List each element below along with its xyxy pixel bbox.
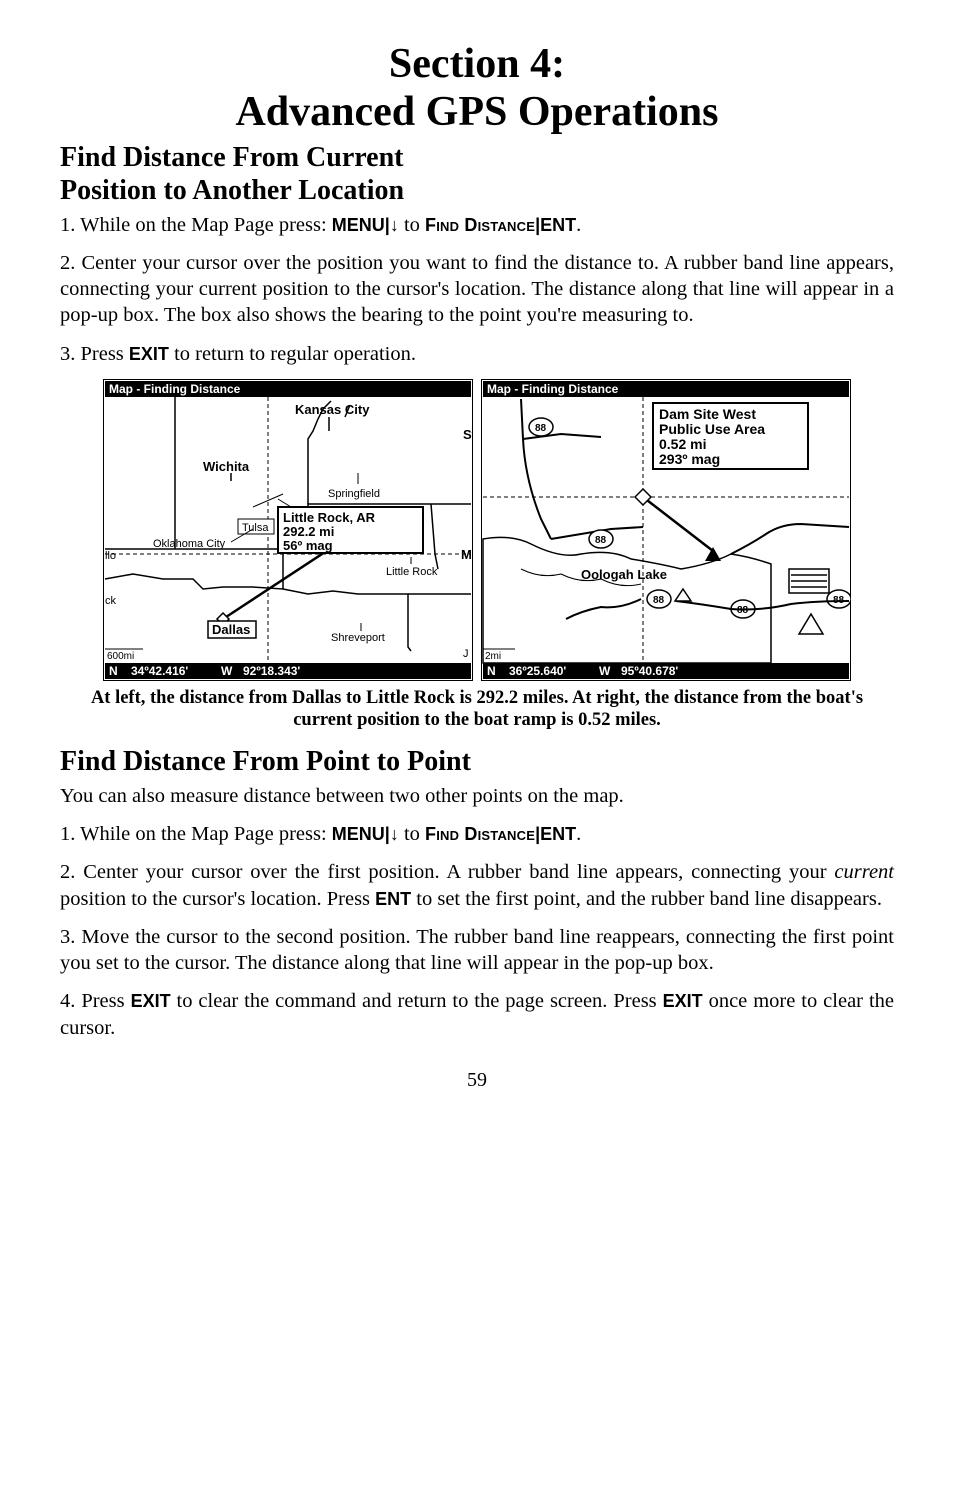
step-b4-pre: 4. Press — [60, 990, 131, 1012]
fig1-wichita: Wichita — [203, 459, 250, 474]
period: . — [576, 823, 581, 845]
fig1-tulsa: Tulsa — [242, 522, 269, 534]
title-line-1: Section 4: — [389, 41, 565, 87]
route-88: 88 — [535, 423, 547, 434]
fig1-lon: 92º18.343' — [243, 664, 300, 678]
fig2-lon-w: W — [599, 664, 611, 678]
h2a-l1: Find Distance From Current — [60, 142, 404, 173]
fig2-lake: Oologah Lake — [581, 567, 667, 582]
fig1-ck: ck — [105, 595, 117, 607]
menu-item-find-distance: Find Distance — [425, 215, 535, 235]
fig1-dallas: Dallas — [212, 622, 250, 637]
h2a-l2: Position to Another Location — [60, 175, 404, 206]
step-a3: 3. Press EXIT to return to regular opera… — [60, 341, 894, 367]
title-line-2: Advanced GPS Operations — [235, 89, 718, 135]
fig1-kansas: Kansas City — [295, 402, 370, 417]
fig1-littlerock: Little Rock — [386, 566, 438, 578]
route-88: 88 — [595, 535, 607, 546]
fig1-popup-l2: 292.2 mi — [283, 524, 334, 539]
route-88: 88 — [653, 595, 665, 606]
step-b4-mid: to clear the command and return to the p… — [171, 990, 663, 1012]
kbd-exit: EXIT — [131, 991, 171, 1011]
down-arrow-icon: ↓ — [390, 215, 399, 235]
step-b4: 4. Press EXIT to clear the command and r… — [60, 988, 894, 1040]
fig2-scale: 2mi — [485, 651, 501, 662]
step-b2-mid: position to the cursor's location. Press — [60, 888, 375, 910]
fig2-lat-n: N — [487, 664, 496, 678]
fig1-popup-l3: 56º mag — [283, 538, 333, 553]
fig1-st: St — [463, 427, 473, 442]
figures-row: Map - Finding Distance N 34º42.416' W 92… — [60, 379, 894, 681]
figure-map-dallas: Map - Finding Distance N 34º42.416' W 92… — [103, 379, 473, 681]
down-arrow-icon: ↓ — [390, 824, 399, 844]
section-title: Section 4: Advanced GPS Operations — [60, 40, 894, 137]
kbd-ent: ENT — [540, 824, 576, 844]
step-a1-pre: 1. While on the Map Page press: — [60, 214, 332, 236]
fig1-springfield: Springfield — [328, 488, 380, 500]
fig2-popup-l2: Public Use Area — [659, 421, 765, 437]
step-a1: 1. While on the Map Page press: MENU|↓ t… — [60, 212, 894, 238]
step-a2: 2. Center your cursor over the position … — [60, 250, 894, 329]
fig2-popup-l1: Dam Site West — [659, 406, 756, 422]
heading-find-distance-point: Find Distance From Point to Point — [60, 745, 894, 779]
step-b1-pre: 1. While on the Map Page press: — [60, 823, 332, 845]
step-a3-pre: 3. Press — [60, 343, 129, 365]
fig2-lon: 95º40.678' — [621, 664, 678, 678]
fig1-m: M — [461, 547, 472, 562]
fig1-popup-l1: Little Rock, AR — [283, 510, 376, 525]
fig2-popup-l3: 0.52 mi — [659, 436, 706, 452]
fig2-titlebar: Map - Finding Distance — [487, 382, 619, 396]
step-b1: 1. While on the Map Page press: MENU|↓ t… — [60, 821, 894, 847]
fig1-j: J — [463, 648, 469, 660]
fig1-titlebar: Map - Finding Distance — [109, 382, 241, 396]
fig1-lat: 34º42.416' — [131, 664, 188, 678]
step-a3-post: to return to regular operation. — [169, 343, 416, 365]
heading-find-distance-current: Find Distance From Current Position to A… — [60, 141, 894, 208]
to-word: to — [404, 214, 425, 236]
kbd-menu: MENU — [332, 824, 385, 844]
fig1-lat-n: N — [109, 664, 118, 678]
step-b2-post: to set the first point, and the rubber b… — [411, 888, 882, 910]
fig1-llo: llo — [105, 550, 116, 562]
figure-map-boat: Map - Finding Distance N 36º25.640' W 95… — [481, 379, 851, 681]
kbd-exit: EXIT — [129, 344, 169, 364]
menu-item-find-distance: Find Distance — [425, 824, 535, 844]
page-number: 59 — [60, 1069, 894, 1092]
step-b3: 3. Move the cursor to the second positio… — [60, 924, 894, 976]
to-word: to — [404, 823, 425, 845]
step-b2: 2. Center your cursor over the first pos… — [60, 859, 894, 911]
fig1-okc: Oklahoma City — [153, 538, 226, 550]
figure-caption: At left, the distance from Dallas to Lit… — [60, 687, 894, 731]
kbd-exit: EXIT — [663, 991, 703, 1011]
fig1-shreveport: Shreveport — [331, 632, 385, 644]
fig1-scale: 600mi — [107, 651, 134, 662]
kbd-menu: MENU — [332, 215, 385, 235]
fig1-lon-w: W — [221, 664, 233, 678]
current-italic: current — [834, 861, 894, 883]
route-88: 88 — [737, 605, 749, 616]
kbd-ent: ENT — [375, 889, 411, 909]
body-b-intro: You can also measure distance between tw… — [60, 783, 894, 809]
fig2-popup-l4: 293º mag — [659, 451, 720, 467]
fig2-lat: 36º25.640' — [509, 664, 566, 678]
kbd-ent: ENT — [540, 215, 576, 235]
step-b2-pre: 2. Center your cursor over the first pos… — [60, 861, 834, 883]
period: . — [576, 214, 581, 236]
